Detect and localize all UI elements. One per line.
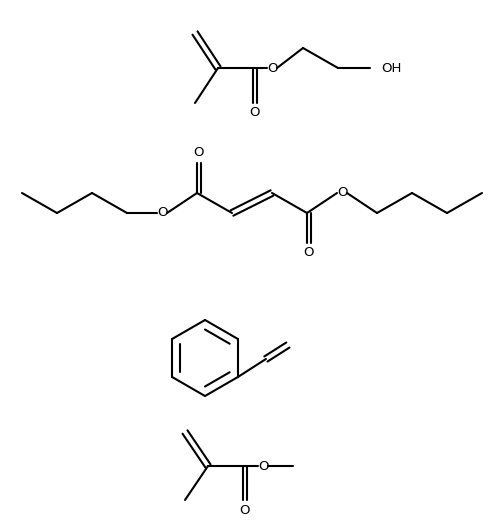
Text: O: O [337, 186, 347, 200]
Text: O: O [157, 207, 167, 219]
Text: O: O [193, 147, 203, 159]
Text: O: O [249, 107, 259, 119]
Text: O: O [267, 62, 277, 74]
Text: O: O [258, 459, 268, 473]
Text: O: O [303, 246, 313, 260]
Text: O: O [239, 503, 249, 517]
Text: OH: OH [381, 62, 401, 74]
